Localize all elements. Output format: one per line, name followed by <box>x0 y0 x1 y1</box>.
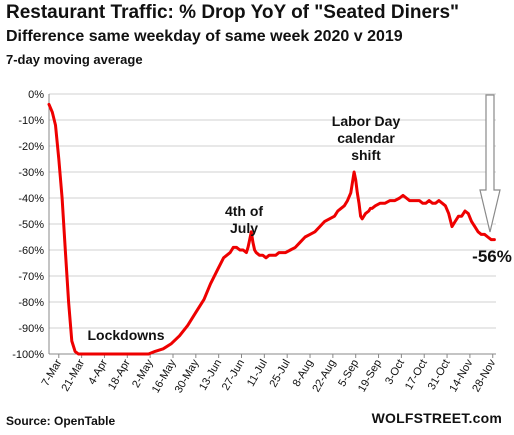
chart-title: Restaurant Traffic: % Drop YoY of "Seate… <box>6 2 460 23</box>
x-tick-label: 28-Nov <box>470 357 498 394</box>
x-tick-label: 25-Jul <box>267 358 292 390</box>
y-tick-label: -60% <box>18 245 44 257</box>
y-tick-label: -10% <box>18 115 44 127</box>
chart-subtitle: Difference same weekday of same week 202… <box>6 28 403 45</box>
y-tick-label: -80% <box>18 297 44 309</box>
y-tick-label: -70% <box>18 271 44 283</box>
y-tick-label: 0% <box>28 89 44 101</box>
y-tick-label: -40% <box>18 193 44 205</box>
x-tick-label: 11-Jul <box>245 358 270 389</box>
y-tick-label: -20% <box>18 141 44 153</box>
annotation-latest-value: -56% <box>472 247 512 266</box>
annotation-labor-day: Labor Day calendar shift <box>332 113 401 163</box>
brand-watermark: WOLFSTREET.com <box>371 410 502 426</box>
x-tick-label: 27-Jun <box>220 358 247 393</box>
down-arrow-icon <box>479 94 501 233</box>
y-tick-label: -30% <box>18 167 44 179</box>
x-tick-label: 21-Mar <box>59 357 87 393</box>
y-tick-label: -100% <box>12 349 44 361</box>
annotation-4th-of-july: 4th of July <box>225 203 263 236</box>
chart-subtitle-moving-average: 7-day moving average <box>6 52 143 67</box>
source-note: Source: OpenTable <box>6 414 116 428</box>
x-tick-label: 18-Apr <box>106 357 133 392</box>
x-tick-label: 4-Apr <box>86 357 110 387</box>
y-tick-label: -90% <box>18 323 44 335</box>
annotation-lockdowns: Lockdowns <box>87 327 164 343</box>
x-tick-label: 3-Oct <box>383 358 407 387</box>
series-line <box>47 102 496 356</box>
y-tick-label: -50% <box>18 219 44 231</box>
